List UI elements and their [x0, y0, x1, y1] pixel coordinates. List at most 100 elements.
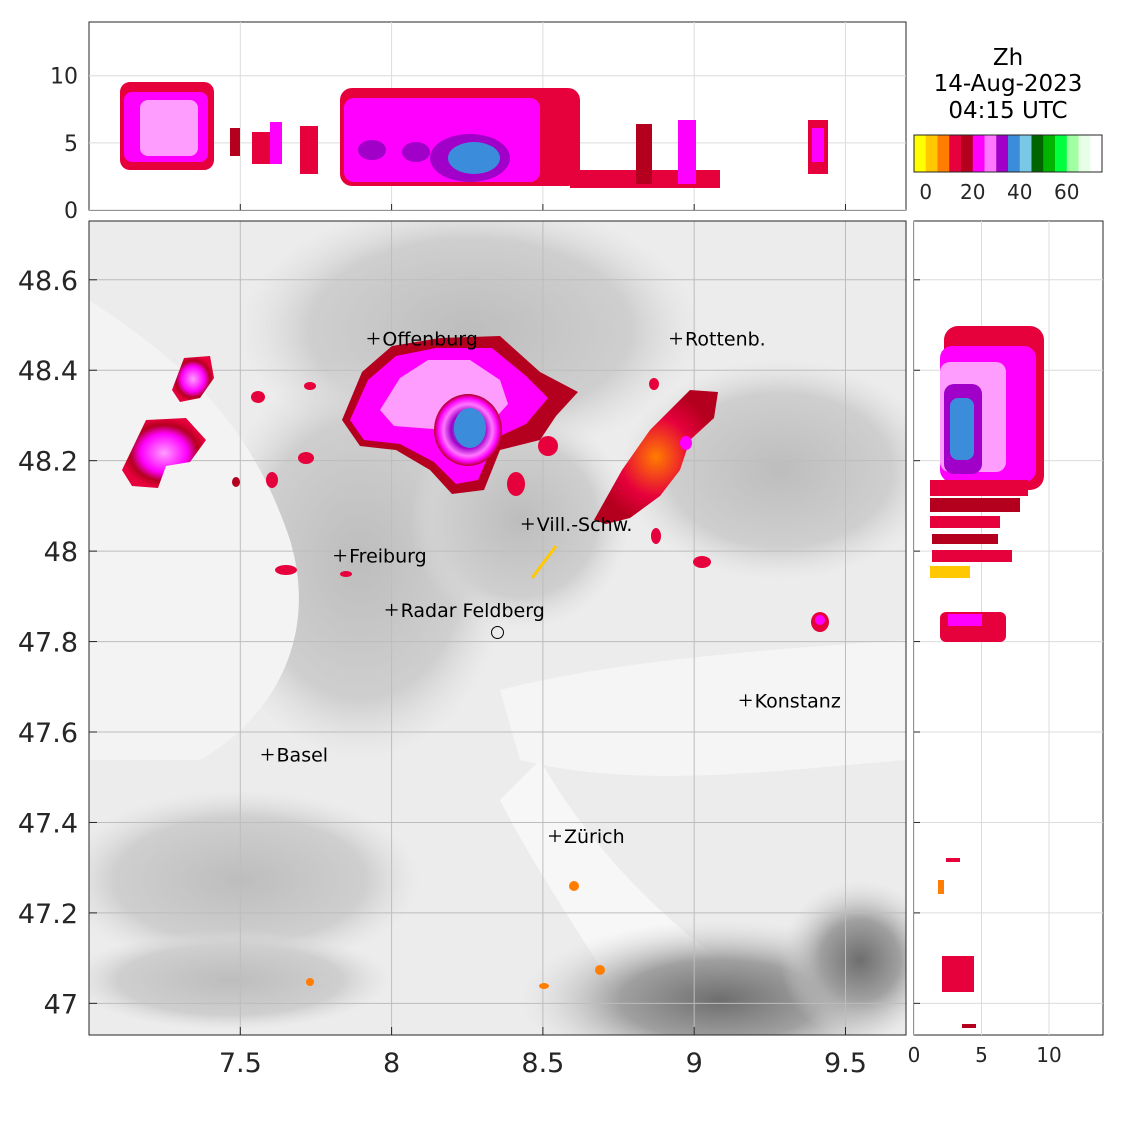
echo-core: [448, 142, 500, 174]
colorbar-swatch: [972, 135, 985, 172]
echo-cell: [251, 391, 265, 403]
echo-cell: [693, 556, 711, 568]
city-marker: Zürich: [548, 826, 625, 848]
top-profile-y-ticks: 0 5 10: [50, 65, 846, 224]
colorbar-swatch: [1090, 135, 1103, 172]
city-marker: Rottenb.: [670, 329, 766, 351]
echo-cell: [304, 382, 316, 390]
y-tick-label: 48.4: [18, 356, 78, 387]
y-tick-label: 5: [64, 132, 78, 157]
colorbar-tick-label: 0: [919, 180, 932, 204]
city-marker: Freiburg: [334, 546, 427, 568]
radar-site-marker: [491, 626, 504, 640]
terrain-lowland: [500, 640, 906, 776]
colorbar-swatch: [984, 135, 997, 172]
echo-cell: [680, 436, 692, 450]
city-marker: Offenburg: [367, 329, 478, 351]
city-marker: Radar Feldberg: [385, 600, 545, 622]
echo-band: [942, 956, 974, 992]
echo-band: [140, 100, 198, 156]
top-profile-echoes: [120, 82, 828, 188]
side-profile-x-ticks: 0 5 10: [908, 279, 1062, 1067]
echo-band: [930, 516, 1000, 528]
y-tick-label: 48: [44, 537, 78, 568]
echo-cell: [275, 565, 297, 575]
title-time: 04:15 UTC: [948, 98, 1067, 124]
echo-band: [230, 128, 240, 156]
echo-band: [950, 398, 974, 460]
y-tick-label: 47.2: [18, 899, 78, 930]
y-tick-label: 10: [50, 65, 78, 90]
echo-band: [932, 550, 1012, 562]
side-profile-panel: 0 5 10: [908, 220, 1104, 1067]
city-label: Konstanz: [755, 690, 841, 712]
title-variable: Zh: [993, 45, 1023, 71]
city-label: Rottenb.: [685, 329, 766, 351]
city-markers: Offenburg Rottenb. Vill.-Schw. Freiburg Rada…: [261, 329, 841, 848]
echo-cell: [594, 390, 718, 524]
echo-band: [962, 1024, 976, 1028]
echo-core: [358, 140, 386, 160]
echo-cell: [266, 472, 278, 488]
echo-band: [930, 498, 1020, 512]
echo-cell: [122, 418, 206, 488]
terrain-shade: [89, 790, 420, 970]
main-map-grid: [89, 221, 906, 1035]
city-marker: Basel: [261, 745, 328, 767]
main-map-y-ticks: 48.6 48.4 48.2 48 47.8 47.6 47.4 47.2 47: [18, 266, 97, 1020]
echo-cell: [539, 983, 549, 989]
colorbar-swatch: [1019, 135, 1032, 172]
echo-cell: [651, 528, 661, 544]
echo-band: [300, 126, 318, 174]
colorbar-frame: [913, 134, 1103, 173]
city-marker: Konstanz: [739, 690, 841, 712]
precipitation-layer: [122, 336, 829, 989]
y-tick-label: 48.2: [18, 447, 78, 478]
colorbar-tick-label: 40: [1007, 180, 1032, 204]
colorbar-swatch: [961, 135, 974, 172]
terrain-alps: [89, 930, 390, 1030]
echo-band: [938, 880, 944, 894]
city-label: Freiburg: [349, 546, 427, 568]
main-map-panel: Offenburg Rottenb. Vill.-Schw. Freiburg Rada…: [18, 220, 907, 1079]
top-profile-panel: 0 5 10: [50, 21, 907, 224]
colorbar-swatch: [914, 135, 927, 172]
terrain-lowland: [89, 300, 299, 760]
echo-band: [930, 566, 970, 578]
city-label: Radar Feldberg: [401, 600, 545, 622]
echo-streak: [530, 545, 558, 579]
colorbar-swatch: [996, 135, 1009, 172]
city-label: Vill.-Schw.: [537, 514, 633, 536]
echo-band: [946, 858, 960, 862]
colorbar-swatch: [1066, 135, 1079, 172]
x-tick-label: 5: [975, 1043, 988, 1067]
echo-cell: [815, 615, 825, 625]
x-tick-label: 7.5: [219, 1048, 262, 1079]
x-tick-label: 9: [686, 1048, 703, 1079]
echo-band: [636, 124, 652, 184]
y-tick-label: 47: [44, 989, 78, 1020]
echo-band: [948, 614, 982, 626]
colorbar: [914, 135, 1103, 172]
echo-cell: [538, 436, 558, 456]
colorbar-tick-label: 60: [1054, 180, 1079, 204]
echo-cell: [306, 978, 314, 986]
echo-cell: [232, 477, 240, 487]
echo-cell: [649, 378, 659, 390]
colorbar-swatch: [1043, 135, 1056, 172]
echo-band: [812, 128, 824, 162]
echo-band: [252, 132, 270, 164]
terrain-alps: [780, 880, 906, 1035]
x-tick-label: 10: [1036, 1043, 1061, 1067]
main-map-frame: [88, 220, 907, 1036]
x-tick-label: 9.5: [824, 1048, 867, 1079]
y-tick-label: 0: [64, 199, 78, 224]
echo-cell: [507, 472, 525, 496]
x-tick-label: 8: [383, 1048, 400, 1079]
colorbar-block: Zh 14-Aug-2023 04:15 UTC 0 20 40 60: [913, 45, 1103, 204]
echo-band: [932, 534, 998, 544]
y-tick-label: 47.4: [18, 808, 78, 839]
city-label: Zürich: [564, 826, 625, 848]
colorbar-swatch: [937, 135, 950, 172]
echo-cell: [298, 452, 314, 464]
